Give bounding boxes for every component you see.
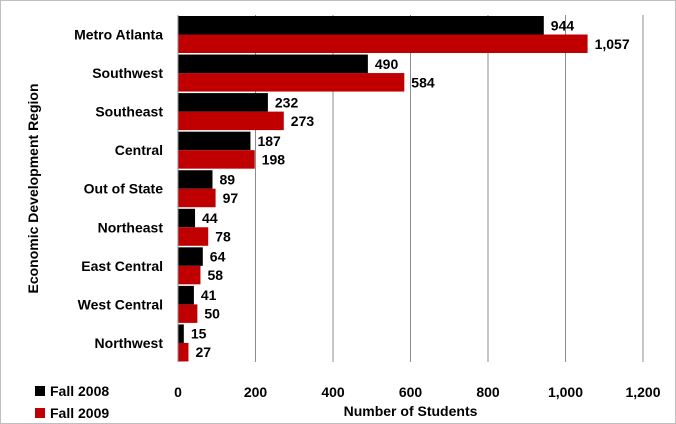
- bar: [178, 111, 284, 131]
- category-label: West Central: [78, 296, 163, 312]
- data-label: 78: [215, 229, 231, 245]
- data-label: 944: [551, 17, 575, 33]
- bar: [178, 54, 368, 74]
- bar: [178, 93, 268, 112]
- data-label: 187: [257, 133, 281, 149]
- bar: [178, 208, 196, 228]
- data-label: 1,057: [595, 36, 630, 52]
- bar: [178, 16, 544, 35]
- x-tick-label: 800: [476, 384, 500, 400]
- bar: [178, 265, 201, 285]
- data-label: 490: [375, 56, 399, 72]
- category-label: Southwest: [92, 65, 163, 81]
- bar: [178, 131, 251, 151]
- bar: [178, 73, 405, 92]
- data-label: 232: [275, 94, 299, 110]
- legend-label: Fall 2008: [50, 383, 109, 399]
- x-tick-label: 1,000: [548, 384, 583, 400]
- legend-swatch: [35, 386, 45, 396]
- x-axis-title: Number of Students: [344, 403, 478, 419]
- x-tick-label: 0: [174, 384, 182, 400]
- y-axis-title: Economic Development Region: [25, 83, 41, 293]
- category-label: East Central: [81, 258, 163, 274]
- bar: [178, 247, 203, 266]
- bar: [178, 170, 213, 189]
- bar: [178, 324, 184, 343]
- bar: [178, 285, 194, 305]
- category-label: Out of State: [84, 181, 164, 197]
- x-tick-label: 600: [399, 384, 423, 400]
- data-label: 58: [207, 267, 223, 283]
- data-label: 64: [210, 249, 226, 265]
- value-labels: 944 1,057 490 584 232 273 187 198 89 97 44 78 64 58 41…: [191, 17, 630, 360]
- data-label: 15: [191, 326, 207, 342]
- bars: [178, 16, 588, 362]
- x-tick-label: 200: [244, 384, 268, 400]
- category-label: Southeast: [95, 104, 163, 120]
- bar: [178, 304, 198, 323]
- x-tick-label: 400: [321, 384, 345, 400]
- bar: [178, 150, 255, 169]
- category-label: Northeast: [98, 219, 164, 235]
- data-label: 41: [201, 287, 217, 303]
- x-tick-labels: 0 200 400 600 800 1,000 1,200: [174, 384, 661, 400]
- data-label: 27: [195, 344, 211, 360]
- legend: Fall 2008 Fall 2009: [35, 383, 109, 421]
- bar: [178, 188, 216, 208]
- data-label: 273: [291, 113, 315, 129]
- data-label: 198: [262, 151, 286, 167]
- data-label: 89: [219, 171, 235, 187]
- category-label: Central: [115, 142, 163, 158]
- legend-swatch: [35, 408, 45, 418]
- data-label: 584: [411, 74, 435, 90]
- bar: [178, 342, 189, 362]
- category-labels: Metro Atlanta Southwest Southeast Central Ou…: [74, 27, 163, 351]
- bar: [178, 227, 209, 246]
- legend-label: Fall 2009: [50, 405, 109, 421]
- category-label: Northwest: [95, 335, 164, 351]
- data-label: 97: [223, 190, 239, 206]
- category-label: Metro Atlanta: [74, 27, 163, 43]
- data-label: 50: [204, 306, 220, 322]
- bar: [178, 34, 588, 53]
- x-tick-label: 1,200: [625, 384, 660, 400]
- data-label: 44: [202, 210, 218, 226]
